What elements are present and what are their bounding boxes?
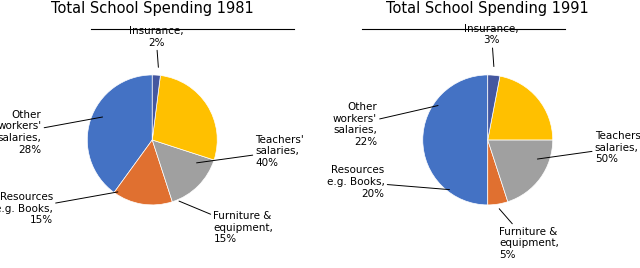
Wedge shape [152,75,161,140]
Text: Furniture &
equipment,
15%: Furniture & equipment, 15% [179,201,273,244]
Wedge shape [488,76,553,140]
Text: Insurance,
3%: Insurance, 3% [464,24,519,66]
Text: Resources
e.g. Books,
15%: Resources e.g. Books, 15% [0,192,118,225]
Wedge shape [488,140,553,202]
Wedge shape [87,75,152,192]
Text: Insurance,
2%: Insurance, 2% [129,26,184,67]
Title: Total School Spending 1981: Total School Spending 1981 [51,1,253,16]
Text: Teachers'
salaries,
50%: Teachers' salaries, 50% [538,131,640,164]
Wedge shape [423,75,488,205]
Wedge shape [152,140,214,202]
Text: Teachers'
salaries,
40%: Teachers' salaries, 40% [196,135,304,168]
Text: Resources
e.g. Books,
20%: Resources e.g. Books, 20% [326,165,449,199]
Wedge shape [488,140,508,205]
Wedge shape [114,140,172,205]
Wedge shape [152,76,217,160]
Title: Total School Spending 1991: Total School Spending 1991 [387,1,589,16]
Text: Furniture &
equipment,
5%: Furniture & equipment, 5% [499,209,559,260]
Text: Other
workers'
salaries,
22%: Other workers' salaries, 22% [333,102,438,147]
Text: Other
workers'
salaries,
28%: Other workers' salaries, 28% [0,110,102,155]
Wedge shape [488,75,500,140]
